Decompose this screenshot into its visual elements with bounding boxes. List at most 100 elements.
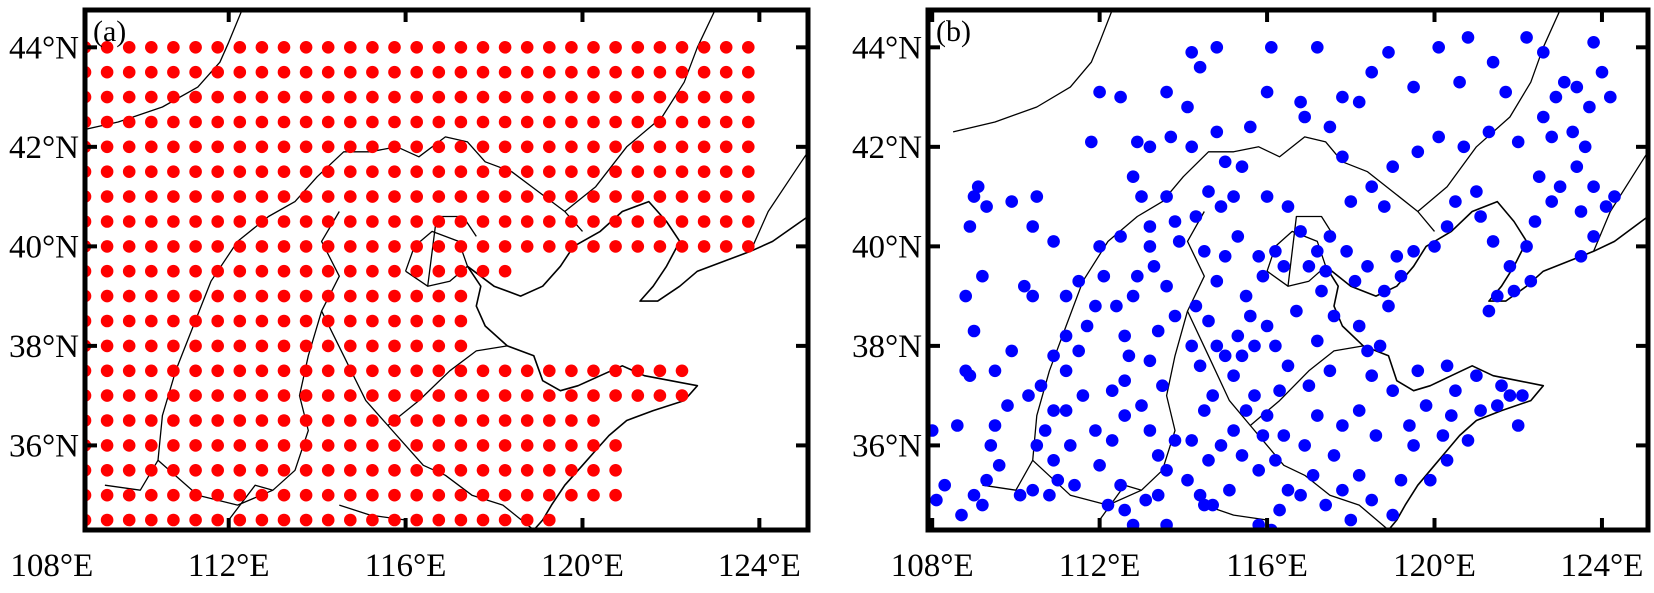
- grid-point: [255, 364, 269, 378]
- station-point: [1143, 354, 1157, 368]
- station-point: [1172, 235, 1186, 248]
- station-point: [1365, 493, 1378, 507]
- station-point: [1093, 85, 1106, 99]
- station-point: [1520, 31, 1533, 44]
- grid-point: [719, 115, 733, 129]
- station-point: [959, 364, 972, 378]
- grid-point: [631, 190, 645, 203]
- station-point: [1160, 190, 1173, 203]
- grid-point: [145, 140, 158, 154]
- grid-point: [410, 289, 424, 303]
- grid-point: [167, 190, 180, 203]
- grid-point: [344, 115, 357, 129]
- grid-point: [366, 339, 379, 353]
- grid-point: [454, 165, 468, 178]
- grid-point: [366, 488, 379, 502]
- grid-point: [653, 90, 667, 104]
- grid-point: [277, 414, 291, 427]
- grid-point: [211, 314, 224, 328]
- grid-point: [122, 464, 136, 477]
- grid-point: [719, 90, 733, 104]
- grid-point: [631, 165, 645, 178]
- station-point: [1022, 389, 1035, 402]
- station-point: [1290, 304, 1303, 318]
- station-point: [1336, 483, 1349, 497]
- y-tick-label: 38°N: [9, 329, 79, 365]
- grid-point: [565, 464, 578, 477]
- grid-point: [476, 364, 490, 378]
- grid-point: [122, 264, 136, 278]
- grid-point: [543, 240, 556, 253]
- station-point: [1059, 289, 1073, 303]
- grid-point: [432, 439, 446, 452]
- grid-point: [410, 41, 424, 54]
- grid-point: [277, 314, 291, 328]
- grid-point: [565, 115, 578, 129]
- station-point: [1503, 260, 1517, 273]
- station-point: [1386, 508, 1399, 522]
- grid-point: [719, 65, 733, 79]
- grid-point: [189, 414, 202, 427]
- station-point: [1520, 240, 1533, 253]
- station-point: [1030, 190, 1044, 203]
- station-point: [980, 473, 993, 487]
- station-point: [1235, 349, 1249, 363]
- station-point: [1445, 409, 1458, 422]
- station-point: [1160, 279, 1173, 293]
- grid-point: [675, 90, 689, 104]
- grid-point: [277, 339, 291, 353]
- grid-point: [122, 90, 136, 104]
- grid-point: [476, 513, 490, 527]
- grid-point: [255, 115, 269, 129]
- coastline: [466, 265, 699, 530]
- grid-point: [122, 41, 136, 54]
- station-point: [1139, 493, 1152, 507]
- grid-point: [189, 264, 202, 278]
- station-point: [1202, 185, 1215, 198]
- grid-point: [100, 190, 114, 203]
- grid-point: [321, 41, 335, 54]
- grid-point: [100, 439, 114, 452]
- grid-point: [719, 215, 733, 228]
- station-point: [1072, 344, 1085, 358]
- y-tick-label: 42°N: [9, 130, 79, 166]
- grid-point: [454, 190, 468, 203]
- grid-point: [476, 389, 490, 402]
- grid-point: [675, 140, 689, 154]
- station-point: [1323, 120, 1337, 134]
- station-point: [1352, 319, 1366, 333]
- station-point: [930, 493, 943, 507]
- grid-point: [344, 264, 357, 278]
- grid-point: [719, 165, 733, 178]
- grid-point: [410, 314, 424, 328]
- grid-point: [255, 65, 269, 79]
- grid-point: [498, 115, 512, 129]
- grid-point: [122, 339, 136, 353]
- grid-point: [100, 289, 114, 303]
- station-point: [1461, 31, 1475, 44]
- station-point: [1277, 429, 1291, 442]
- grid-point: [388, 314, 401, 328]
- x-tick-label: 116°E: [1226, 548, 1308, 584]
- grid-point: [697, 65, 711, 79]
- grid-point: [122, 389, 136, 402]
- grid-point: [454, 115, 468, 129]
- station-point: [1089, 299, 1102, 313]
- grid-point: [189, 513, 202, 527]
- grid-point: [653, 215, 667, 228]
- station-point: [1114, 478, 1127, 492]
- panel-label: (a): [93, 15, 126, 48]
- grid-point: [498, 90, 512, 104]
- grid-point: [145, 90, 158, 104]
- grid-point: [432, 41, 446, 54]
- grid-point: [742, 65, 755, 79]
- grid-point: [189, 41, 202, 54]
- grid-point: [454, 264, 468, 278]
- grid-point: [454, 215, 468, 228]
- grid-point: [675, 389, 689, 402]
- grid-point: [520, 41, 534, 54]
- grid-point: [167, 215, 180, 228]
- grid-point: [145, 115, 158, 129]
- station-point: [1076, 389, 1090, 402]
